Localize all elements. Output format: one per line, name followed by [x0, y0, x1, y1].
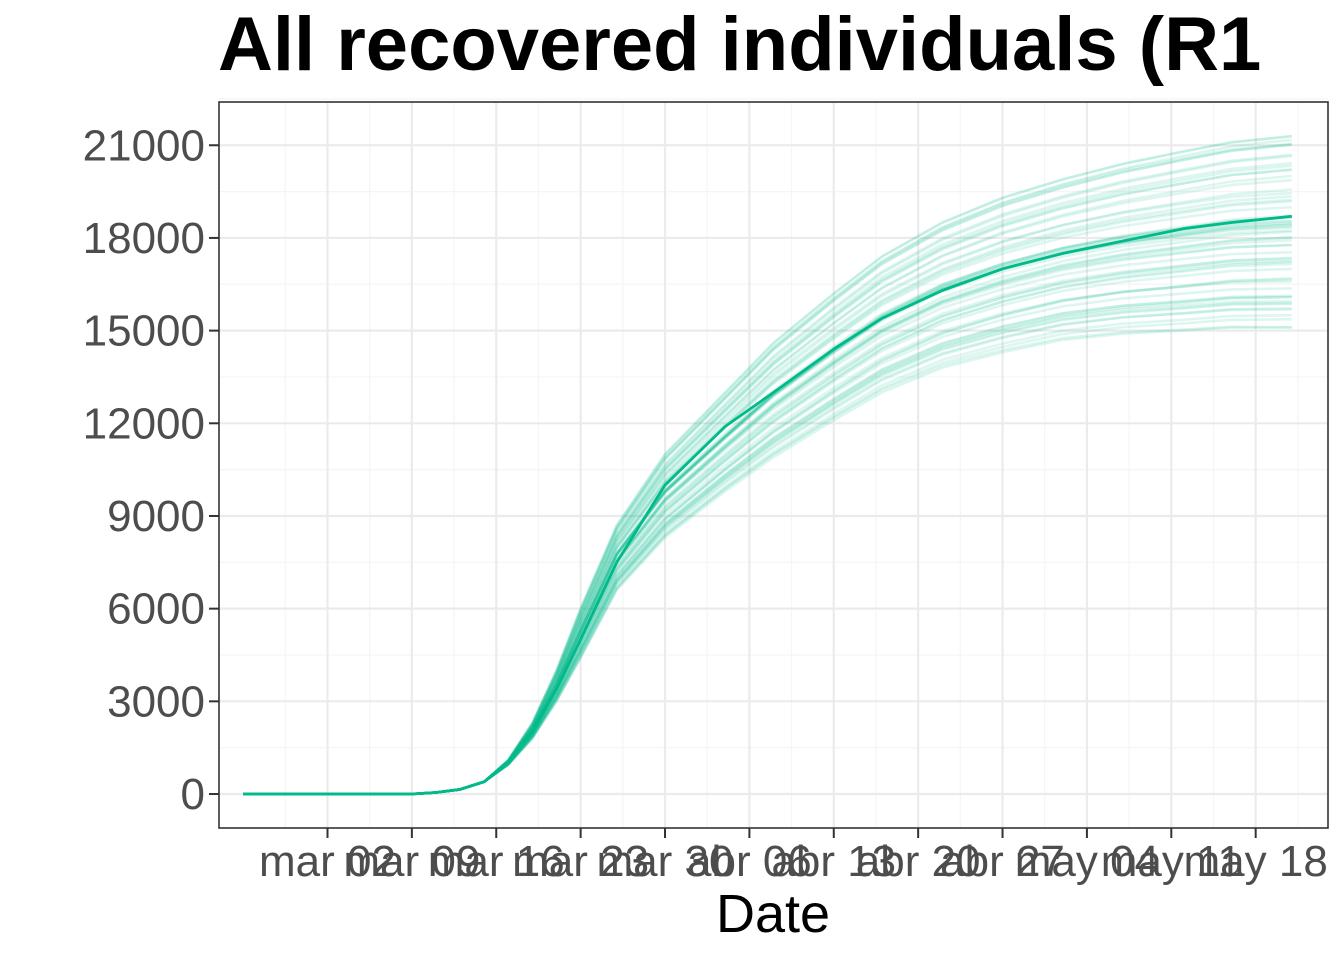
y-tick-label: 0	[181, 770, 205, 819]
y-tick-label: 12000	[83, 399, 205, 448]
x-tick-label: mar 23	[512, 837, 649, 886]
ensemble-line	[243, 260, 1292, 796]
x-tick-label: abr 06	[687, 837, 812, 886]
x-tick-label: abr 27	[940, 837, 1065, 886]
ensemble-line	[243, 153, 1292, 796]
grid-lines	[219, 98, 1328, 828]
y-tick-label: 18000	[83, 214, 205, 263]
x-tick-label: mar 16	[428, 837, 565, 886]
x-tick-label: abr 20	[856, 837, 981, 886]
ensemble-line	[243, 259, 1292, 796]
ensemble-line	[243, 256, 1292, 796]
x-tick-label: may 04	[1015, 837, 1159, 886]
chart-title: All recovered individuals (R1	[218, 2, 1261, 87]
x-tick-label: mar 09	[343, 837, 480, 886]
ensemble-line	[243, 198, 1292, 796]
ensemble-lines	[243, 134, 1292, 796]
y-axis: 0 3000 6000 9000 12000 15000 18000 21000	[83, 121, 219, 819]
y-tick-label: 21000	[83, 121, 205, 170]
x-tick-label: may 11	[1101, 837, 1242, 886]
median-line-group	[243, 214, 1292, 796]
y-tick-label: 15000	[83, 307, 205, 356]
y-tick-label: 3000	[107, 677, 205, 726]
x-tick-label: mar 02	[259, 837, 396, 886]
plot-panel-border	[218, 101, 1329, 829]
x-tick-label: mar 30	[597, 837, 734, 886]
y-tick-label: 6000	[107, 585, 205, 634]
y-tick-label: 9000	[107, 492, 205, 541]
x-axis-title: Date	[716, 884, 830, 944]
ensemble-line	[243, 262, 1292, 796]
x-tick-label: abr 13	[771, 837, 896, 886]
ensemble-line	[243, 191, 1292, 796]
ensemble-line	[243, 214, 1292, 796]
ensemble-line	[243, 195, 1292, 796]
x-tick-label: may 18	[1184, 837, 1328, 886]
ensemble-line	[243, 257, 1292, 796]
median-line	[243, 214, 1292, 796]
ensemble-line	[243, 280, 1292, 796]
ensemble-line	[243, 205, 1292, 796]
